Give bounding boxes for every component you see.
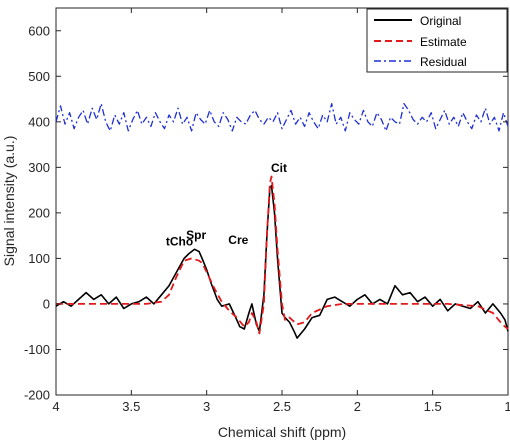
- x-tick-label: 1.5: [424, 399, 442, 414]
- series-layer: [55, 102, 509, 339]
- y-tick-label: 500: [28, 69, 50, 84]
- series-line-estimate: [56, 175, 509, 335]
- series-line-original: [55, 184, 509, 339]
- y-tick-label: -200: [24, 388, 50, 403]
- series-line-residual: [55, 102, 509, 132]
- legend-label-original: Original: [420, 14, 461, 28]
- legend-label-residual: Residual: [420, 55, 467, 69]
- peak-label-cre: Cre: [228, 233, 248, 247]
- y-tick-label: 300: [28, 160, 50, 175]
- legend-label-estimate: Estimate: [420, 35, 467, 49]
- y-tick-label: 0: [43, 296, 50, 311]
- peak-label-cit: Cit: [271, 161, 287, 175]
- y-tick-label: 100: [28, 251, 50, 266]
- y-tick-label: 400: [28, 114, 50, 129]
- x-tick-label: 4: [52, 399, 59, 414]
- y-tick-label: 600: [28, 23, 50, 38]
- x-tick-label: 2: [354, 399, 361, 414]
- legend: Original Estimate Residual: [366, 8, 508, 73]
- x-tick-label: 3: [203, 399, 210, 414]
- y-tick-label: 200: [28, 205, 50, 220]
- y-axis-label: Signal intensity (a.u.): [1, 136, 17, 267]
- x-tick-label: 3.5: [122, 399, 140, 414]
- x-tick-label: 2.5: [273, 399, 291, 414]
- peak-label-tcho: tCho: [166, 235, 193, 249]
- x-tick-label: 1: [504, 399, 510, 414]
- x-axis-label: Chemical shift (ppm): [218, 424, 346, 440]
- tick-layer: 4 3.5 3 2.5 2 1.5 1 -200 -100 0 100 200 300 400 500 600: [24, 8, 510, 414]
- y-tick-label: -100: [24, 342, 50, 357]
- peak-label-spr: Spr: [186, 228, 206, 242]
